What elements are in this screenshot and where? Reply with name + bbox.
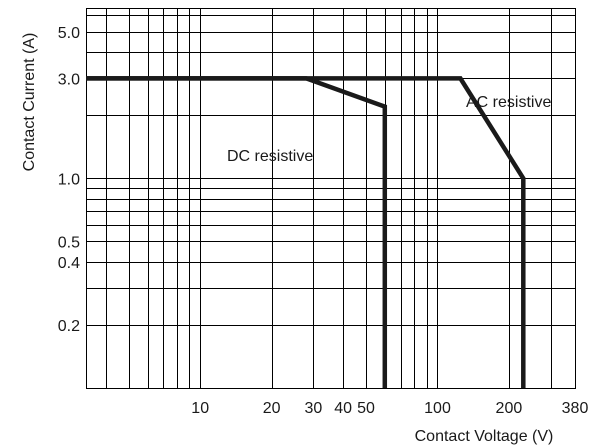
x-tick-label: 30: [305, 400, 323, 417]
y-axis-title: Contact Current (A): [21, 33, 38, 172]
x-tick-label: 100: [424, 400, 451, 417]
y-tick-label: 0.4: [58, 255, 80, 272]
grid: [86, 8, 576, 389]
x-tick-label: 200: [496, 400, 523, 417]
series-line-ac-resistive: [86, 76, 526, 388]
y-tick-label: 3.0: [58, 71, 80, 88]
y-tick-label: 0.5: [58, 235, 80, 252]
x-tick-label: 40: [334, 400, 352, 417]
series-lines: [86, 76, 526, 388]
series-label-dc-resistive: DC resistive: [227, 148, 313, 165]
x-tick-label: 10: [191, 400, 209, 417]
x-tick-label: 20: [263, 400, 281, 417]
y-tick-label: 1.0: [58, 171, 80, 188]
x-axis-ticks: 10 20 30 40 50 100 200 380: [191, 400, 588, 417]
y-axis-ticks: 5.0 3.0 1.0 0.5 0.4 0.2: [58, 25, 80, 335]
x-tick-label: 50: [357, 400, 375, 417]
plot-frame: [86, 8, 576, 389]
x-axis-title: Contact Voltage (V): [415, 428, 554, 445]
series-line-dc-resistive: [86, 76, 388, 388]
x-tick-label: 380: [562, 400, 589, 417]
series-label-ac-resistive: AC resistive: [466, 94, 551, 111]
y-tick-label: 5.0: [58, 25, 80, 42]
y-tick-label: 0.2: [58, 318, 80, 335]
